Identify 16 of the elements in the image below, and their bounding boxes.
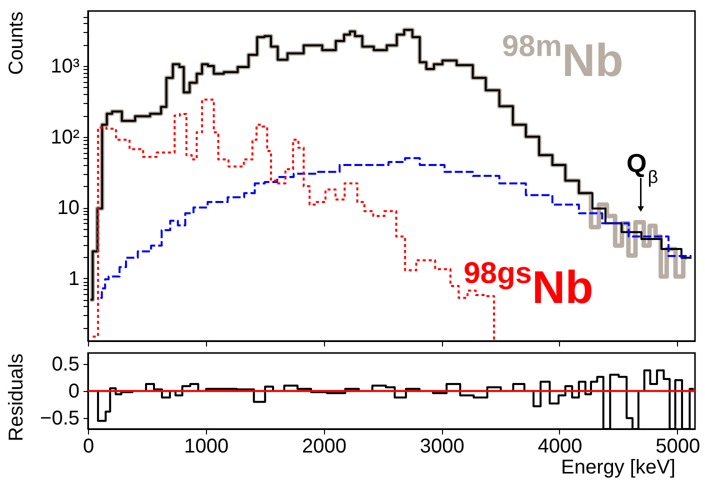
y-axis-title: Counts [6, 12, 28, 75]
y-tick-label: 0.5 [52, 353, 80, 376]
y-axis-title: Residuals [6, 354, 28, 442]
x-tick-label: 0 [82, 436, 94, 458]
x-tick-label: 1000 [184, 436, 229, 458]
y-tick-label: 1 [68, 268, 80, 290]
y-tick-label: 0 [68, 380, 80, 402]
x-axis-title: Energy [keV] [560, 456, 676, 478]
y-tick-label: 10³ [50, 56, 80, 78]
x-tick-label: 2000 [302, 436, 346, 458]
y-tick-label: −0.5 [40, 408, 80, 430]
y-tick-label: 10 [57, 197, 80, 220]
x-tick-label: 4000 [538, 436, 582, 458]
y-tick-label: 10² [50, 126, 80, 148]
x-tick-label: 3000 [420, 436, 464, 458]
x-tick-label: 5000 [656, 436, 700, 458]
